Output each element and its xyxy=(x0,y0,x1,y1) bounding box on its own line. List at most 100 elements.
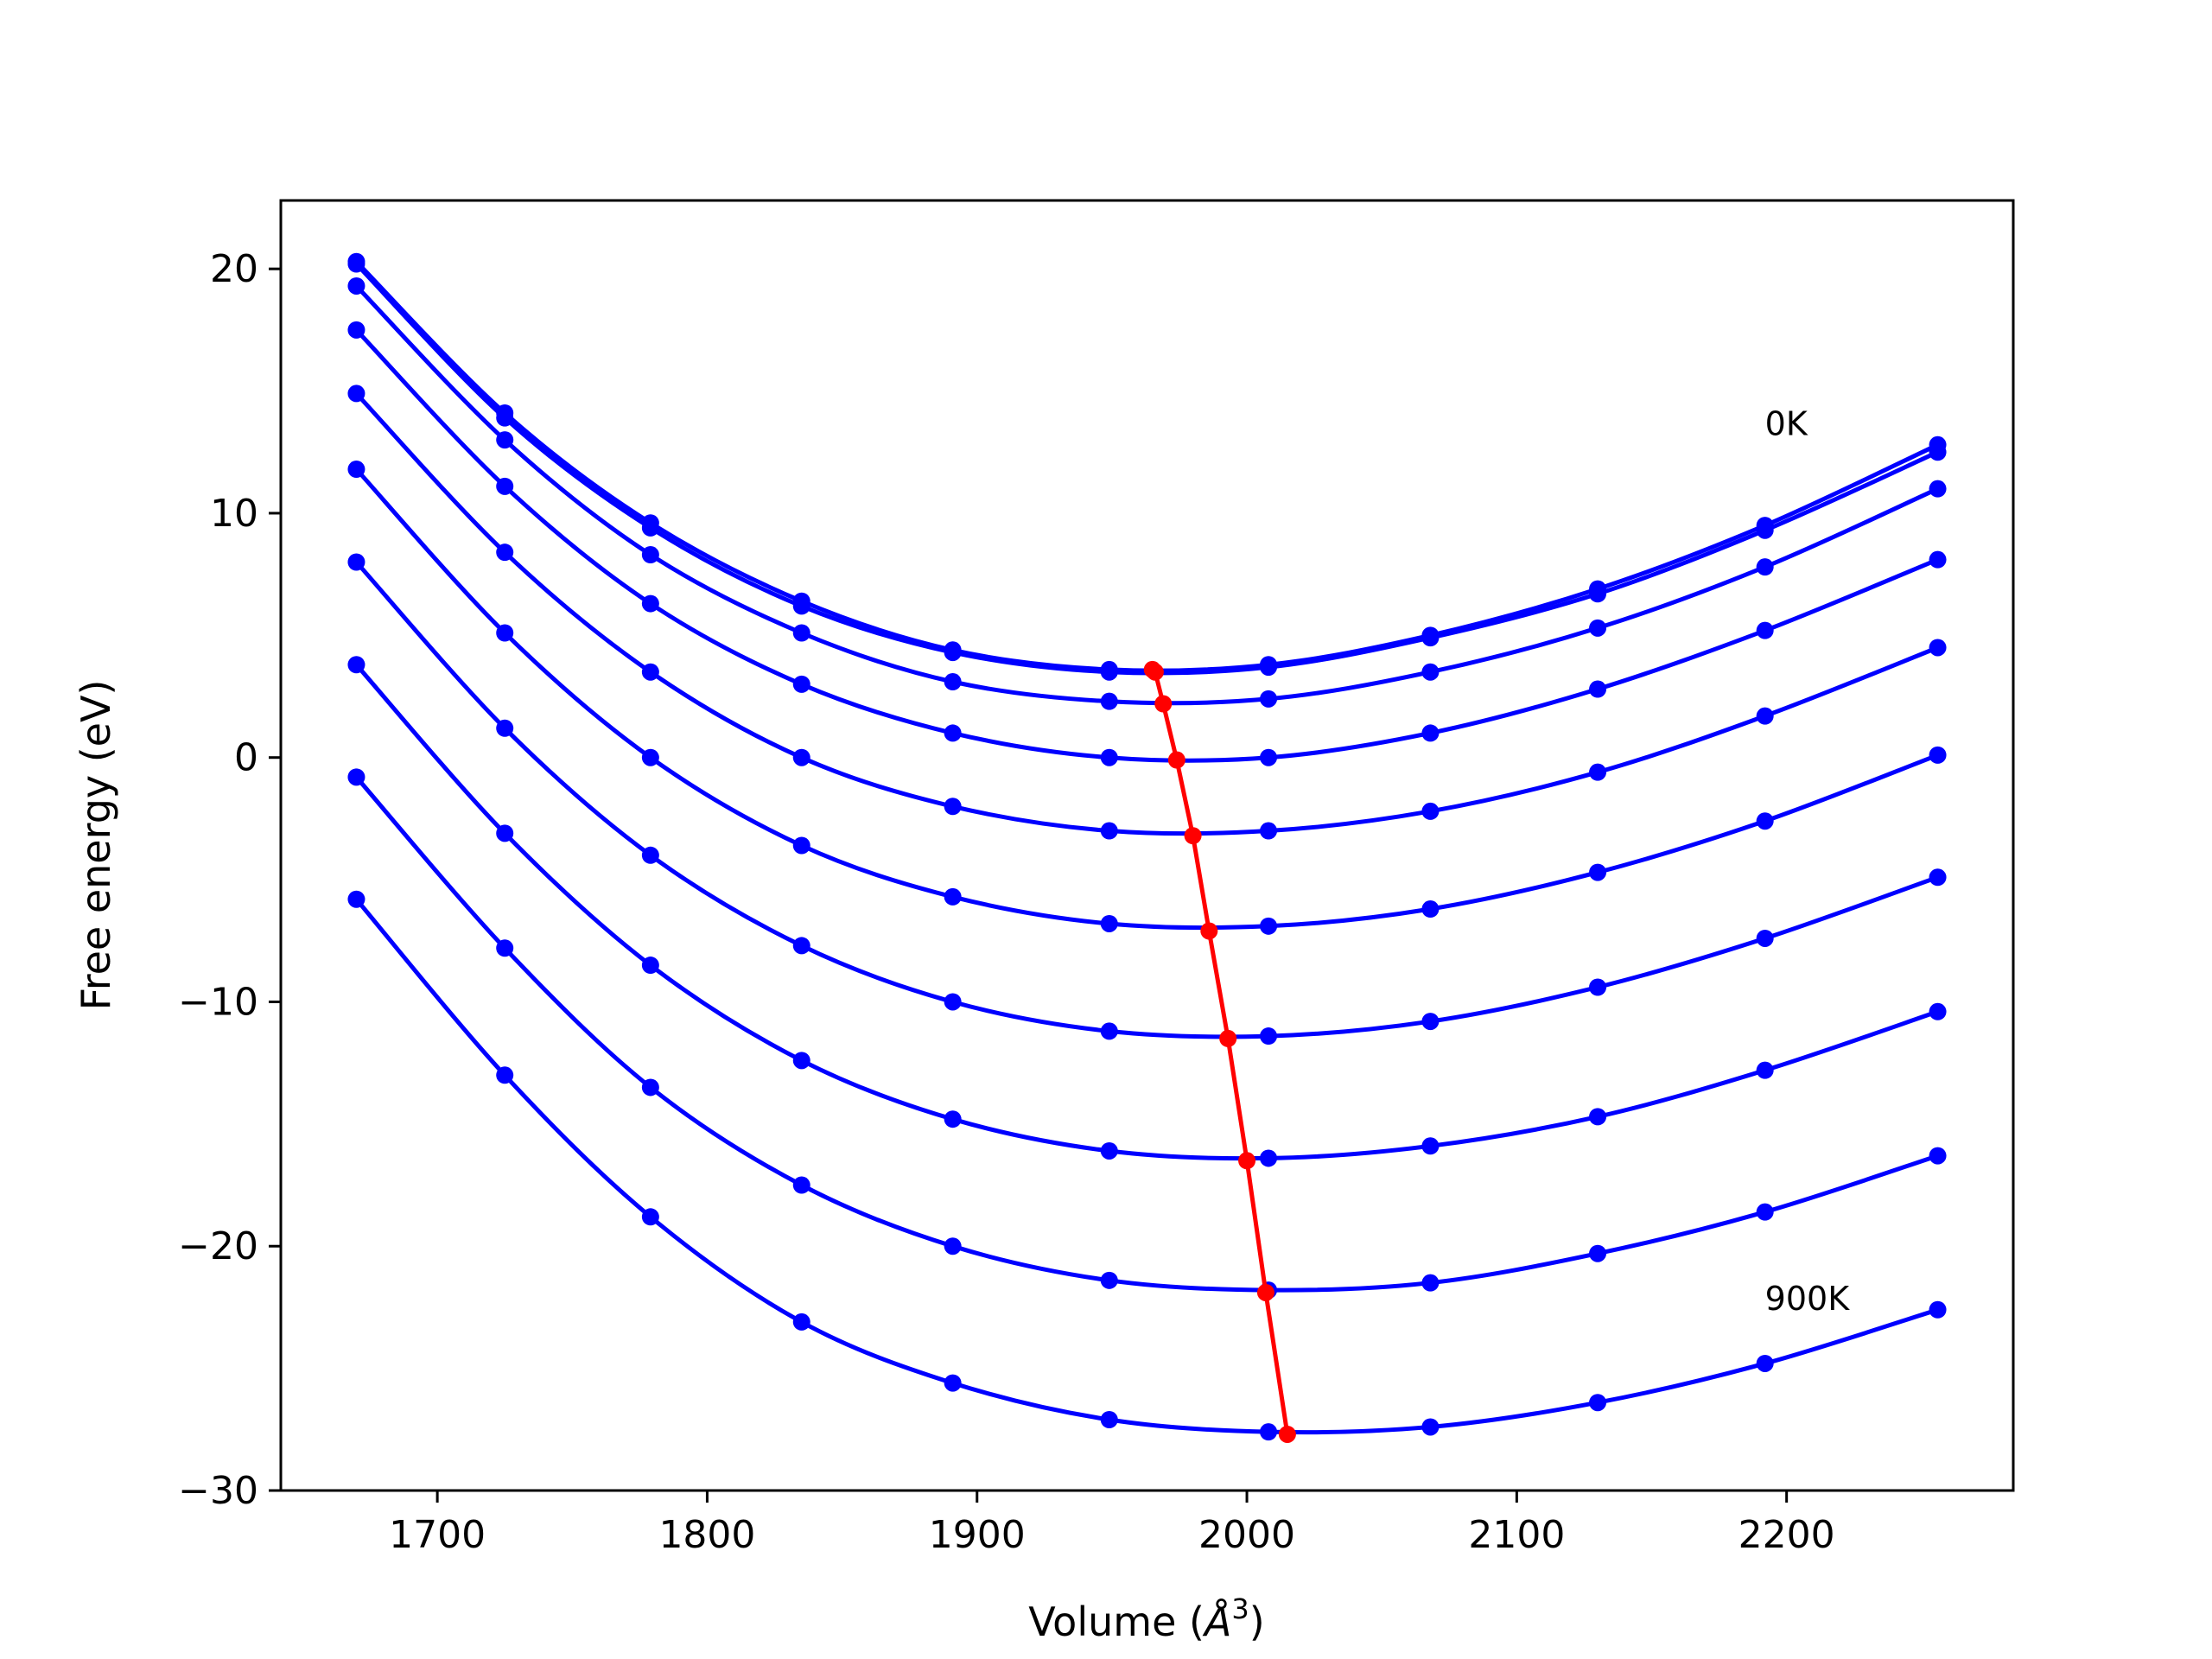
data-point xyxy=(347,656,365,674)
y-tick-label: 10 xyxy=(210,492,258,536)
data-point xyxy=(1260,822,1278,840)
data-point xyxy=(1589,619,1607,637)
data-point xyxy=(347,768,365,786)
data-point xyxy=(944,1110,962,1128)
data-point xyxy=(496,719,514,737)
data-point xyxy=(1756,1061,1774,1079)
data-point xyxy=(1100,1141,1118,1160)
minimum-point xyxy=(1278,1425,1296,1443)
minima-line xyxy=(1151,668,1290,1435)
curve-line xyxy=(354,259,1939,673)
data-point xyxy=(1100,1271,1118,1289)
x-axis-label: Volume (Å3) xyxy=(1028,1592,1264,1645)
data-point xyxy=(496,477,514,495)
y-tick-label: −10 xyxy=(178,980,258,1024)
data-point xyxy=(1929,639,1947,657)
data-point xyxy=(1100,692,1118,710)
data-point xyxy=(641,1078,659,1096)
data-point xyxy=(1421,1137,1440,1155)
curve-line xyxy=(354,898,1939,1435)
data-point xyxy=(944,644,962,662)
data-point xyxy=(1100,914,1118,932)
data-point xyxy=(1929,1002,1947,1020)
data-point xyxy=(1589,763,1607,781)
data-point xyxy=(496,543,514,562)
data-point xyxy=(944,993,962,1011)
data-point xyxy=(1756,707,1774,725)
minimum-point xyxy=(1146,663,1164,681)
data-point xyxy=(1421,629,1440,647)
x-tick-label: 1700 xyxy=(389,1513,486,1557)
data-point xyxy=(792,937,810,955)
data-point xyxy=(1589,1394,1607,1412)
y-tick-label: 0 xyxy=(234,736,258,780)
data-point xyxy=(1260,690,1278,708)
data-point xyxy=(1421,802,1440,820)
data-point xyxy=(1260,1423,1278,1441)
data-point xyxy=(1756,812,1774,830)
data-point xyxy=(1929,443,1947,461)
data-point xyxy=(641,518,659,537)
data-point xyxy=(792,748,810,766)
data-point xyxy=(792,624,810,642)
x-tick-label: 2000 xyxy=(1198,1513,1295,1557)
data-point xyxy=(347,385,365,403)
axes-group: 1700 1800 1900 2000 2100 2200 20 10 0 −10 −20 −30 xyxy=(178,247,1835,1557)
x-tick-label: 1900 xyxy=(929,1513,1026,1557)
data-point xyxy=(1100,822,1118,840)
data-point xyxy=(347,890,365,908)
data-point xyxy=(944,1374,962,1392)
data-point xyxy=(792,1176,810,1194)
data-point xyxy=(792,675,810,693)
curve-line xyxy=(354,391,1939,836)
y-tick-label: 20 xyxy=(210,247,258,291)
data-point xyxy=(1260,748,1278,766)
curve-line xyxy=(354,262,1939,676)
data-point xyxy=(1260,658,1278,677)
data-point xyxy=(944,1237,962,1255)
data-point xyxy=(1100,1410,1118,1428)
data-point xyxy=(1756,521,1774,539)
x-tick-label: 2100 xyxy=(1468,1513,1565,1557)
data-point xyxy=(1100,748,1118,766)
curve-line xyxy=(354,328,1939,763)
data-point xyxy=(1260,1149,1278,1167)
data-point xyxy=(641,1208,659,1226)
data-point xyxy=(1929,550,1947,569)
x-tick-label: 2200 xyxy=(1738,1513,1835,1557)
data-point xyxy=(347,321,365,339)
y-tick-label: −30 xyxy=(178,1469,258,1513)
data-point xyxy=(496,431,514,449)
data-point xyxy=(1756,558,1774,576)
minimum-point xyxy=(1219,1029,1237,1047)
data-point xyxy=(1589,680,1607,698)
data-point xyxy=(1589,978,1607,996)
data-point xyxy=(1756,929,1774,947)
minimum-point xyxy=(1167,751,1185,769)
data-point xyxy=(1421,663,1440,681)
data-point xyxy=(1421,1418,1440,1436)
curve-group xyxy=(347,252,1947,1441)
data-point xyxy=(347,461,365,479)
data-point xyxy=(496,939,514,957)
data-point xyxy=(944,673,962,691)
annotation-0k: 0K xyxy=(1765,404,1808,442)
minimum-point xyxy=(1238,1152,1256,1170)
data-point xyxy=(641,957,659,975)
minimum-point xyxy=(1200,922,1218,940)
curve-line xyxy=(354,467,1939,931)
data-point xyxy=(1421,1274,1440,1292)
data-point xyxy=(1100,1022,1118,1040)
data-point xyxy=(641,594,659,613)
data-point xyxy=(641,846,659,864)
data-point xyxy=(1929,480,1947,498)
data-point xyxy=(1100,663,1118,681)
data-point xyxy=(1421,900,1440,918)
data-point xyxy=(347,255,365,273)
data-point xyxy=(1756,1354,1774,1372)
y-axis-label: Free energy (eV) xyxy=(73,680,119,1011)
x-tick-label: 1800 xyxy=(658,1513,755,1557)
data-point xyxy=(792,836,810,855)
data-point xyxy=(347,553,365,571)
data-point xyxy=(1260,917,1278,935)
